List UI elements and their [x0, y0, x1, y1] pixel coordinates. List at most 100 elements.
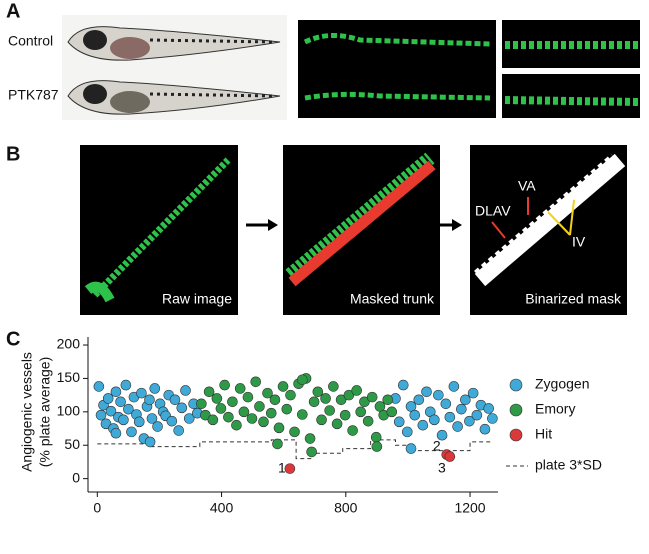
point: [421, 386, 432, 398]
pointer: [491, 221, 506, 239]
legend-swatch: [509, 428, 523, 442]
row-label: PTK787: [8, 87, 59, 103]
yolk: [110, 37, 150, 59]
pointer: [547, 199, 575, 236]
fish-image: [62, 15, 287, 120]
panel-label: B: [6, 143, 20, 165]
point: [173, 425, 184, 436]
vessels: [84, 281, 115, 303]
point: [183, 413, 195, 424]
point: [219, 379, 230, 391]
image-caption: Binarized mask: [525, 291, 622, 307]
point: [146, 413, 158, 424]
point: [289, 426, 300, 438]
row-label: Control: [8, 33, 53, 49]
point: [366, 391, 378, 403]
point: [335, 394, 347, 406]
point: [297, 374, 308, 386]
point: [203, 386, 215, 398]
point: [448, 381, 460, 392]
point: [215, 403, 227, 414]
point: [440, 398, 452, 410]
arrow-head: [452, 219, 462, 231]
point-label: 3: [438, 459, 446, 475]
point: [320, 393, 331, 404]
point: [136, 387, 147, 399]
point: [464, 415, 475, 427]
point: [123, 403, 134, 415]
point: [227, 396, 238, 408]
point: [126, 426, 137, 438]
point: [180, 385, 191, 396]
point: [102, 393, 114, 404]
point: [238, 406, 250, 418]
point: [382, 394, 394, 406]
point: [479, 423, 491, 435]
point: [223, 411, 234, 423]
image: [298, 20, 496, 118]
y-tick-label: 200: [57, 336, 81, 352]
image-caption: Masked trunk: [350, 291, 435, 307]
vessels: [92, 157, 231, 298]
point: [413, 394, 425, 406]
point: [456, 403, 467, 415]
point: [362, 415, 374, 427]
arrow-head: [268, 219, 278, 231]
point: [402, 426, 413, 438]
point: [144, 394, 155, 406]
x-tick-label: 1200: [454, 500, 485, 516]
vessels: [303, 33, 491, 101]
point: [471, 409, 483, 421]
point: [144, 436, 156, 448]
point: [120, 379, 132, 391]
point: [285, 389, 296, 401]
panel-label: C: [6, 328, 20, 350]
point: [429, 414, 440, 426]
point: [277, 381, 289, 392]
point: [351, 385, 362, 396]
point: [269, 394, 281, 406]
legend-label: plate 3*SD: [535, 457, 602, 473]
legend-label: Zygogen: [535, 376, 589, 392]
threshold-line: [97, 439, 492, 460]
point: [110, 427, 122, 439]
point: [339, 409, 351, 421]
point: [316, 414, 327, 426]
binary-mask: [474, 153, 613, 274]
vessels: [504, 41, 639, 106]
x-tick-label: 800: [334, 500, 358, 516]
yolk: [110, 91, 150, 113]
point: [169, 394, 181, 406]
point: [405, 443, 417, 454]
point: [176, 402, 188, 414]
panel-label: A: [6, 0, 20, 22]
point: [312, 386, 324, 398]
y-tick-label: 100: [57, 403, 81, 419]
point: [196, 398, 207, 410]
legend-swatch: [509, 403, 523, 417]
point: [258, 416, 269, 428]
point: [297, 409, 308, 420]
point: [417, 419, 429, 431]
point: [444, 411, 456, 423]
point: [234, 383, 246, 394]
point: [386, 406, 398, 418]
point: [467, 387, 479, 399]
point: [231, 419, 242, 431]
point: [308, 396, 320, 408]
point: [331, 418, 343, 430]
point: [433, 389, 444, 401]
point: [242, 391, 254, 403]
point: [265, 407, 277, 419]
point: [444, 451, 456, 462]
point: [93, 381, 105, 392]
point: [487, 413, 498, 424]
y-tick-label: 50: [64, 436, 80, 452]
point: [110, 386, 122, 398]
point: [284, 463, 296, 474]
point: [397, 379, 409, 391]
point: [118, 414, 129, 426]
point-label: 2: [433, 437, 441, 453]
